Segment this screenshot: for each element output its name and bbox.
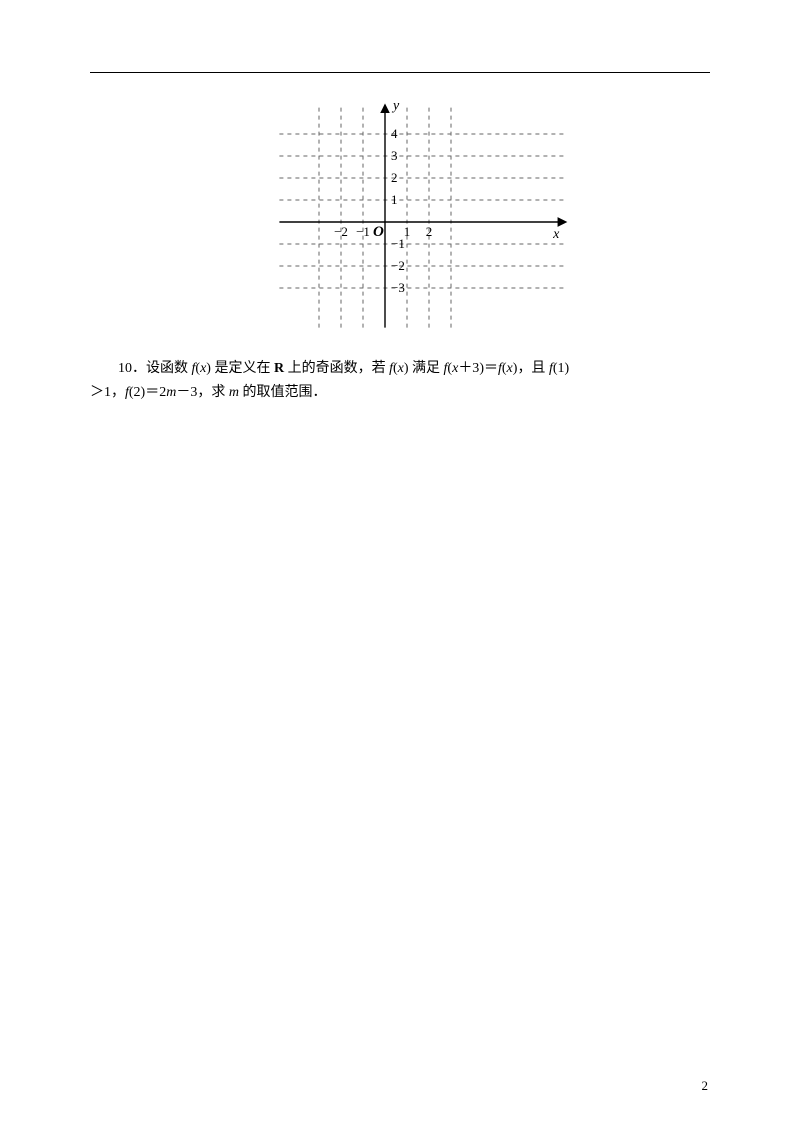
svg-text:−2: −2 <box>391 258 405 273</box>
f1: f(1) <box>549 361 569 376</box>
t3: 上的奇函数，若 <box>284 361 389 376</box>
fx-2: f(x) <box>389 361 408 376</box>
problem-line-2: ＞1，f(2)＝2m－3，求 m 的取值范围． <box>90 381 710 405</box>
m1: m <box>166 385 176 400</box>
eq2: ＝2 <box>145 385 166 400</box>
svg-text:4: 4 <box>391 126 398 141</box>
svg-text:2: 2 <box>426 224 433 239</box>
problem-number: 10． <box>118 361 146 376</box>
set-R: R <box>274 361 284 376</box>
fxp3: f(x＋3) <box>444 361 484 376</box>
problem-10: 10．设函数 f(x) 是定义在 R 上的奇函数，若 f(x) 满足 f(x＋3… <box>90 357 710 405</box>
problem-line-1: 10．设函数 f(x) 是定义在 R 上的奇函数，若 f(x) 满足 f(x＋3… <box>90 357 710 381</box>
svg-text:1: 1 <box>391 192 398 207</box>
svg-text:O: O <box>373 224 384 240</box>
svg-text:x: x <box>552 227 560 242</box>
tail: 的取值范围． <box>239 385 327 400</box>
svg-text:y: y <box>391 98 400 113</box>
t1: 设函数 <box>146 361 192 376</box>
grid-svg: −2−1124321−1−2−3Oxy <box>215 82 585 342</box>
svg-text:−2: −2 <box>334 224 348 239</box>
top-rule <box>90 72 710 73</box>
gt1: ＞1， <box>90 385 125 400</box>
comma1: ，且 <box>517 361 549 376</box>
t2: 是定义在 <box>211 361 274 376</box>
t4: 满足 <box>409 361 444 376</box>
fx-1: f(x) <box>192 361 211 376</box>
eq: ＝ <box>484 361 498 376</box>
page-number: 2 <box>702 1078 709 1094</box>
svg-text:−1: −1 <box>391 236 405 251</box>
fx-3: f(x) <box>498 361 517 376</box>
f2: f(2) <box>125 385 145 400</box>
m2: m <box>229 385 239 400</box>
svg-text:2: 2 <box>391 170 398 185</box>
svg-text:3: 3 <box>391 148 398 163</box>
svg-text:−3: −3 <box>391 280 405 295</box>
chart-container: −2−1124321−1−2−3Oxy <box>90 82 710 347</box>
page: −2−1124321−1−2−3Oxy 10．设函数 f(x) 是定义在 R 上… <box>0 0 800 1132</box>
minus3: －3，求 <box>176 385 229 400</box>
svg-text:−1: −1 <box>356 224 370 239</box>
coordinate-grid-chart: −2−1124321−1−2−3Oxy <box>215 82 585 347</box>
